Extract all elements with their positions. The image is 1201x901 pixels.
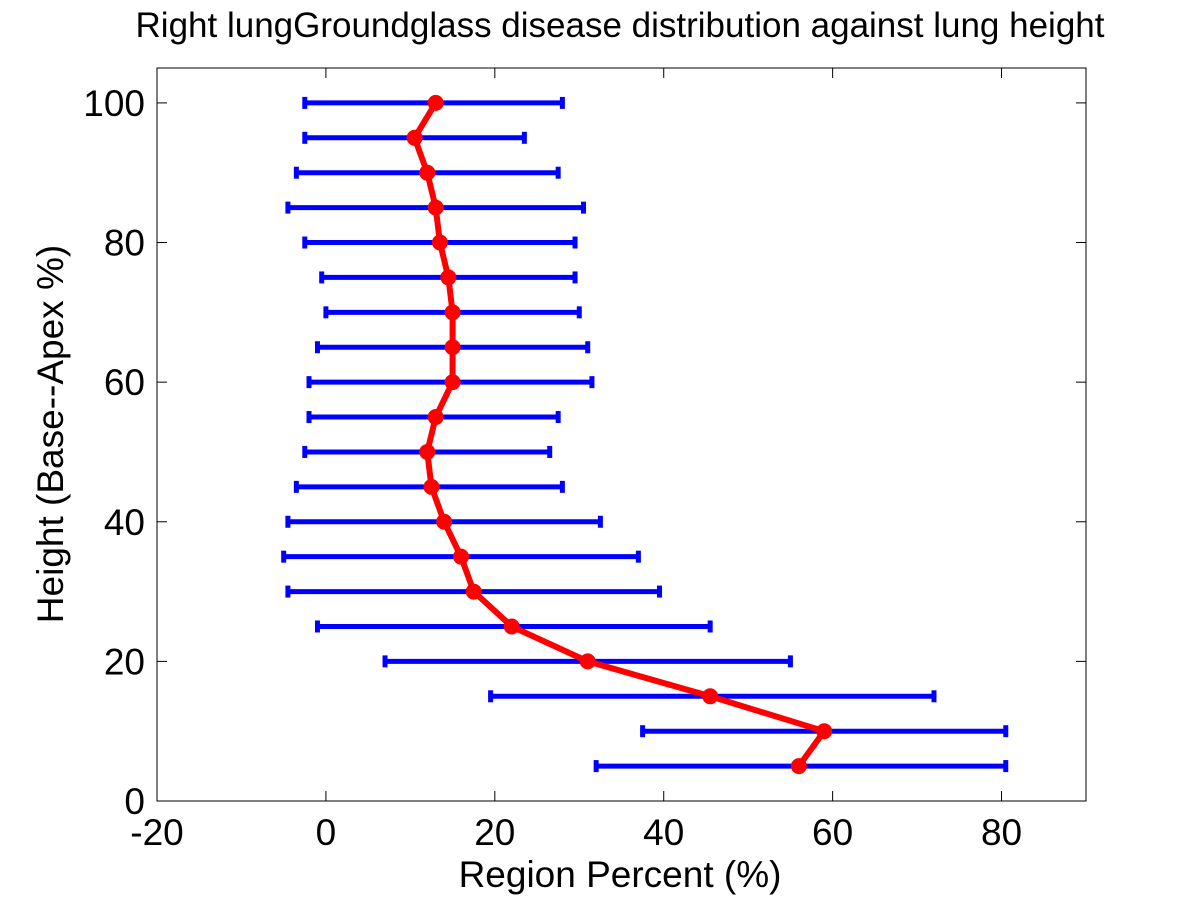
y-tick-label: 40 [104,502,145,543]
data-point-marker [453,548,470,565]
data-point-marker [503,618,520,635]
data-point-marker [444,339,461,356]
data-point-marker [427,409,444,426]
y-tick-label: 100 [83,83,145,124]
data-point-marker [440,269,457,286]
y-tick-label: 20 [104,641,145,682]
data-point-marker [419,443,436,460]
y-tick-label: 80 [104,223,145,264]
y-tick-label: 0 [124,781,145,822]
data-point-marker [444,374,461,391]
data-marker-layer [406,94,833,775]
axes-box [156,67,1087,802]
data-point-marker [702,688,719,705]
data-point-marker [423,478,440,495]
data-point-marker [427,94,444,111]
chart-title: Right lungGroundglass disease distributi… [136,6,1105,45]
data-point-marker [444,304,461,321]
y-tick-label: 60 [104,362,145,403]
data-point-marker [465,583,482,600]
plot-area [157,68,1086,801]
x-tick-label: 60 [812,812,853,853]
x-tick-label: 80 [981,812,1022,853]
data-point-marker [790,758,807,775]
data-point-marker [436,513,453,530]
y-axis-label: Height (Base--Apex %) [30,245,71,623]
x-tick-label: -20 [130,812,183,853]
data-point-marker [579,653,596,670]
data-point-marker [406,129,423,146]
x-tick-label: 20 [474,812,515,853]
x-axis-label: Region Percent (%) [459,854,782,895]
data-point-marker [427,199,444,216]
data-point-marker [816,723,833,740]
x-tick-label: 40 [643,812,684,853]
data-point-marker [419,164,436,181]
data-point-marker [431,234,448,251]
x-tick-label: 0 [316,812,337,853]
